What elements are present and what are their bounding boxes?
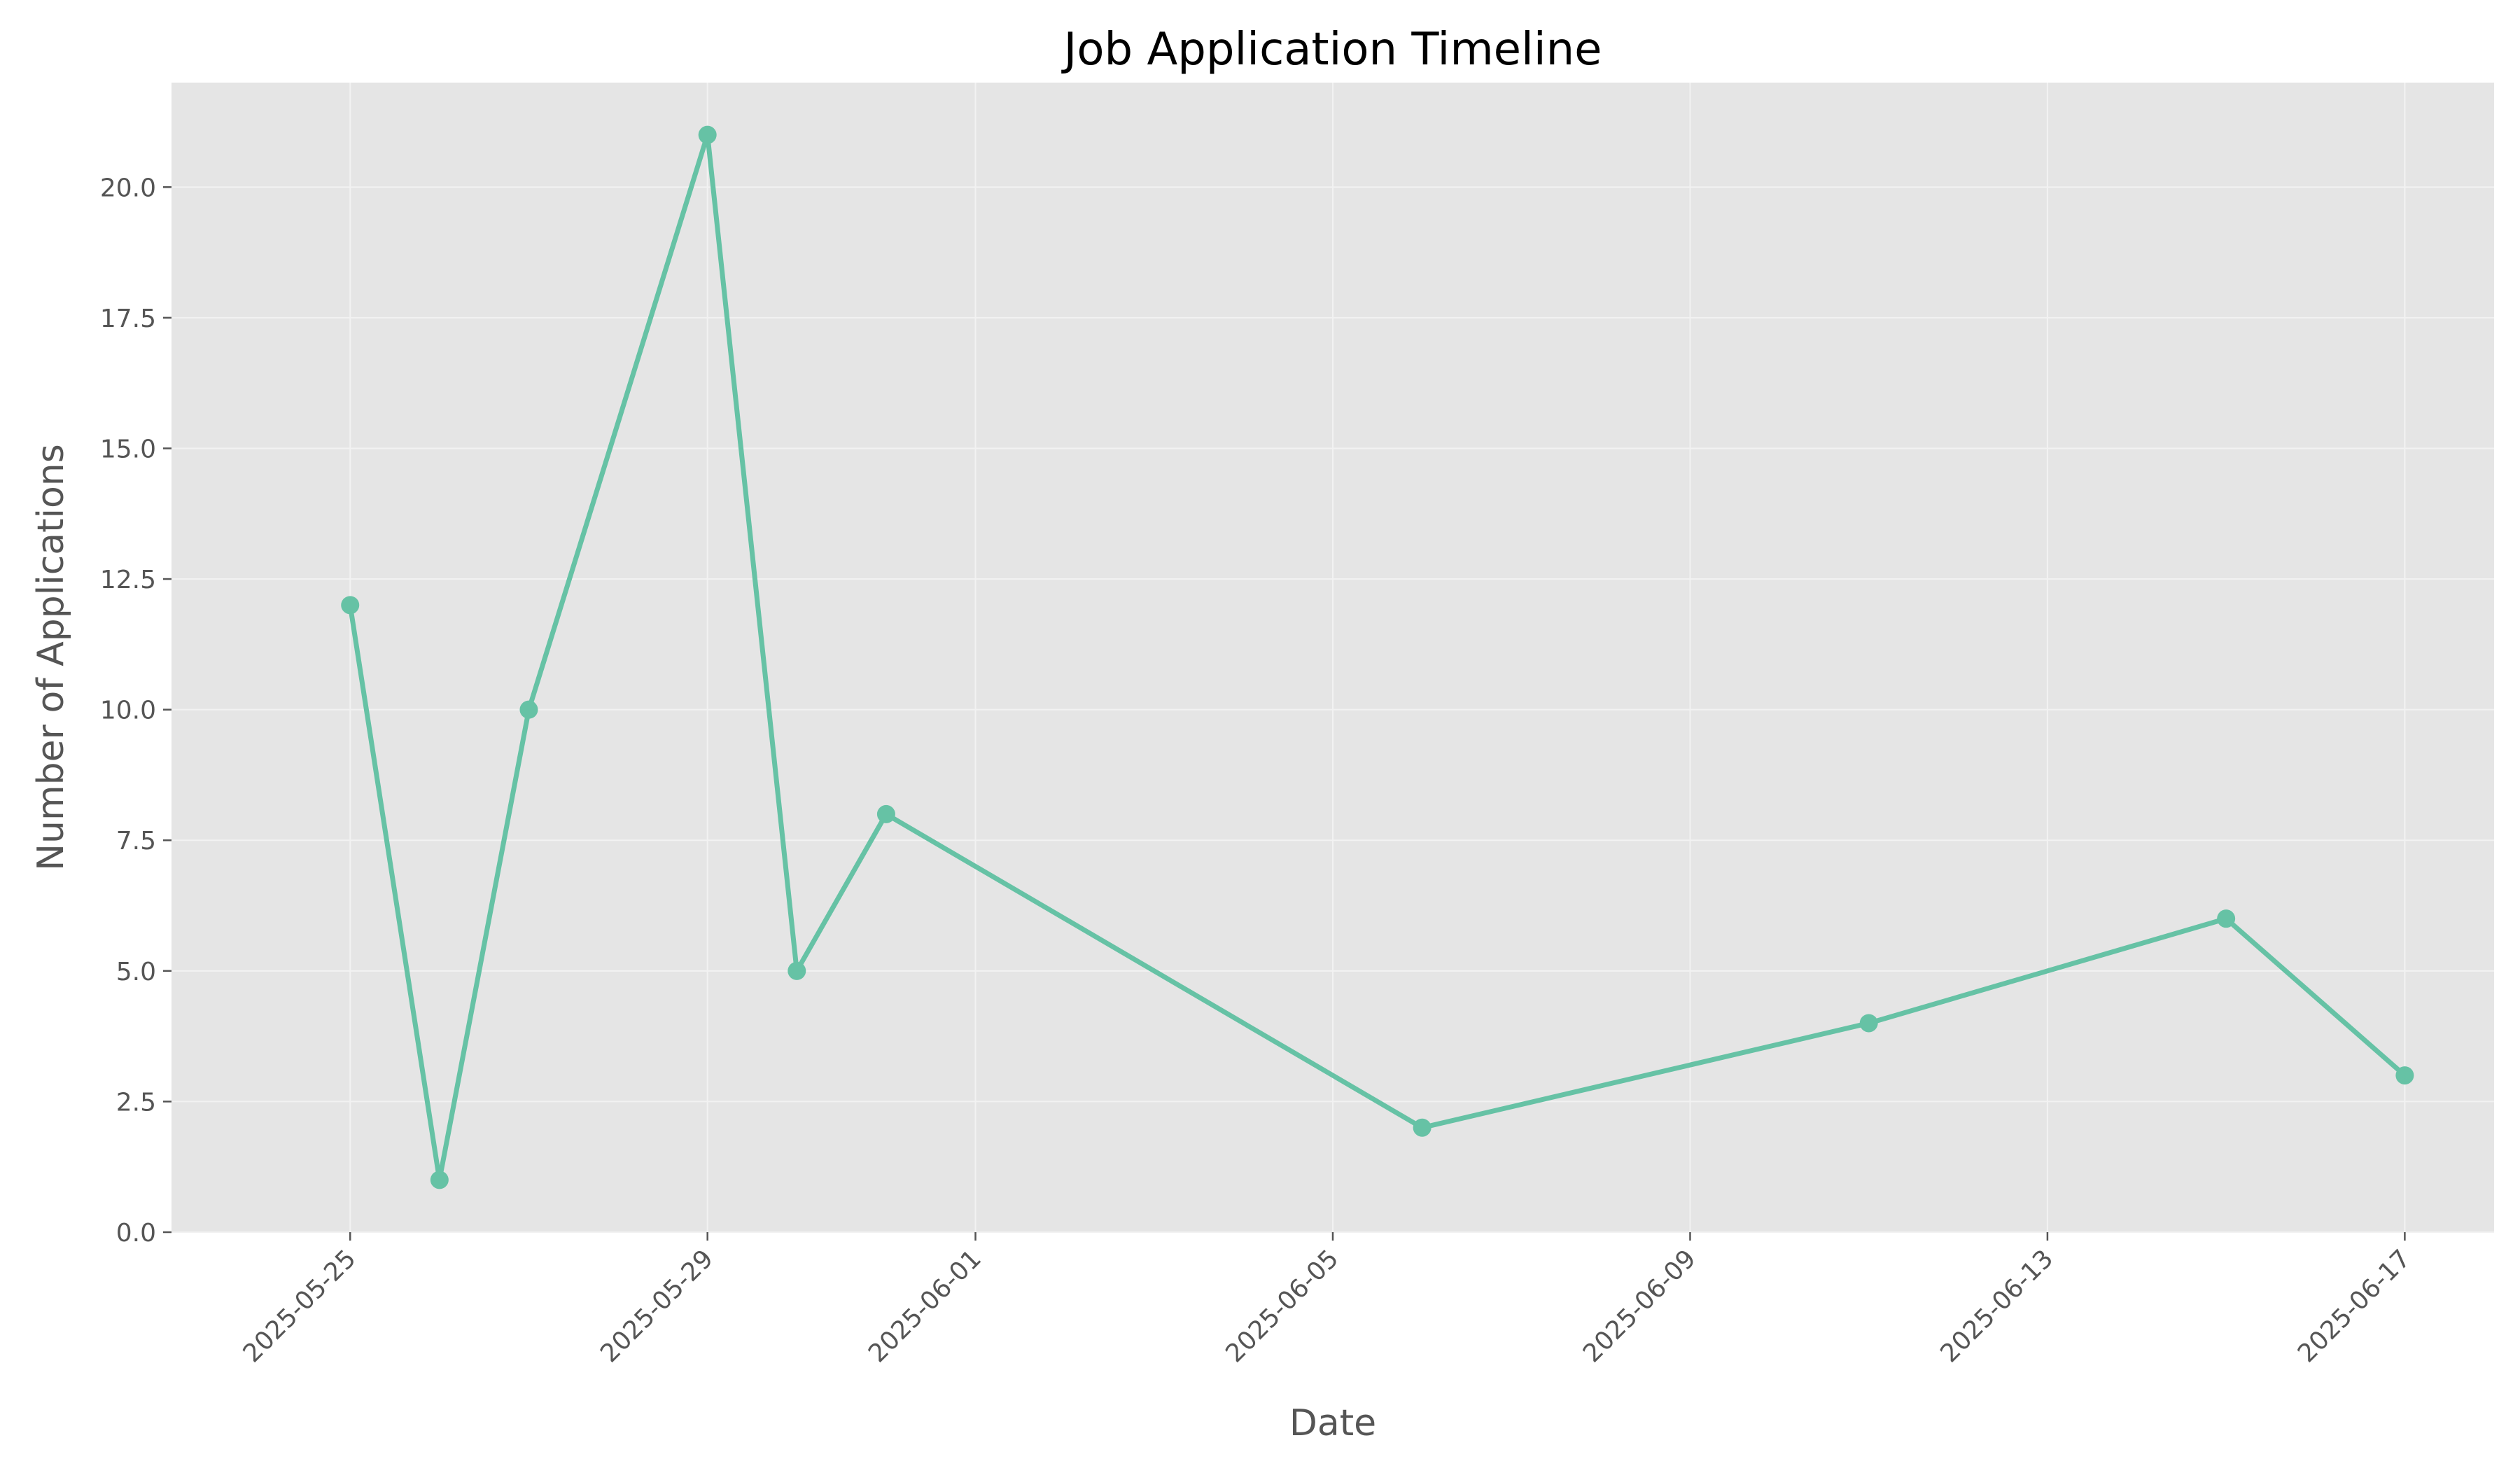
x-tick-label: 2025-05-29 [595, 1244, 719, 1368]
y-tick-label: 0.0 [116, 1219, 156, 1248]
y-tick-label: 5.0 [116, 958, 156, 986]
x-tick-label: 2025-06-17 [2292, 1244, 2416, 1368]
x-tick-label: 2025-06-13 [1935, 1244, 2059, 1368]
y-tick-label: 12.5 [100, 566, 156, 594]
x-tick-label: 2025-06-01 [863, 1244, 987, 1368]
grid [172, 83, 2494, 1233]
data-point [519, 700, 538, 719]
data-point [1859, 1014, 1878, 1033]
chart-title: Job Application Timeline [1060, 24, 1602, 76]
data-point [876, 804, 895, 823]
series-layer [341, 125, 2414, 1189]
data-point [430, 1171, 449, 1189]
y-axis-label: Number of Applications [30, 444, 72, 871]
y-tick-label: 10.0 [100, 697, 156, 725]
data-point [1413, 1118, 1432, 1137]
series-line [347, 132, 2407, 1182]
data-point [341, 596, 360, 615]
data-point [788, 961, 806, 980]
x-axis-label: Date [1289, 1402, 1376, 1444]
x-tick-label: 2025-06-09 [1578, 1244, 1702, 1368]
y-tick-label: 2.5 [116, 1088, 156, 1117]
y-axis-ticks: 0.0 2.5 5.0 7.5 10.0 12.5 15.0 17.5 20.0 [100, 174, 172, 1248]
y-tick-label: 7.5 [116, 827, 156, 856]
x-tick-label: 2025-05-25 [238, 1244, 362, 1368]
x-tick-label: 2025-06-05 [1220, 1244, 1344, 1368]
x-axis-ticks: 2025-05-25 2025-05-29 2025-06-01 2025-06-05… [238, 1232, 2416, 1368]
data-point [2395, 1066, 2414, 1085]
y-tick-label: 17.5 [100, 305, 156, 333]
data-point [2217, 909, 2236, 928]
y-tick-label: 20.0 [100, 174, 156, 202]
y-tick-label: 15.0 [100, 435, 156, 463]
data-point [698, 125, 717, 144]
